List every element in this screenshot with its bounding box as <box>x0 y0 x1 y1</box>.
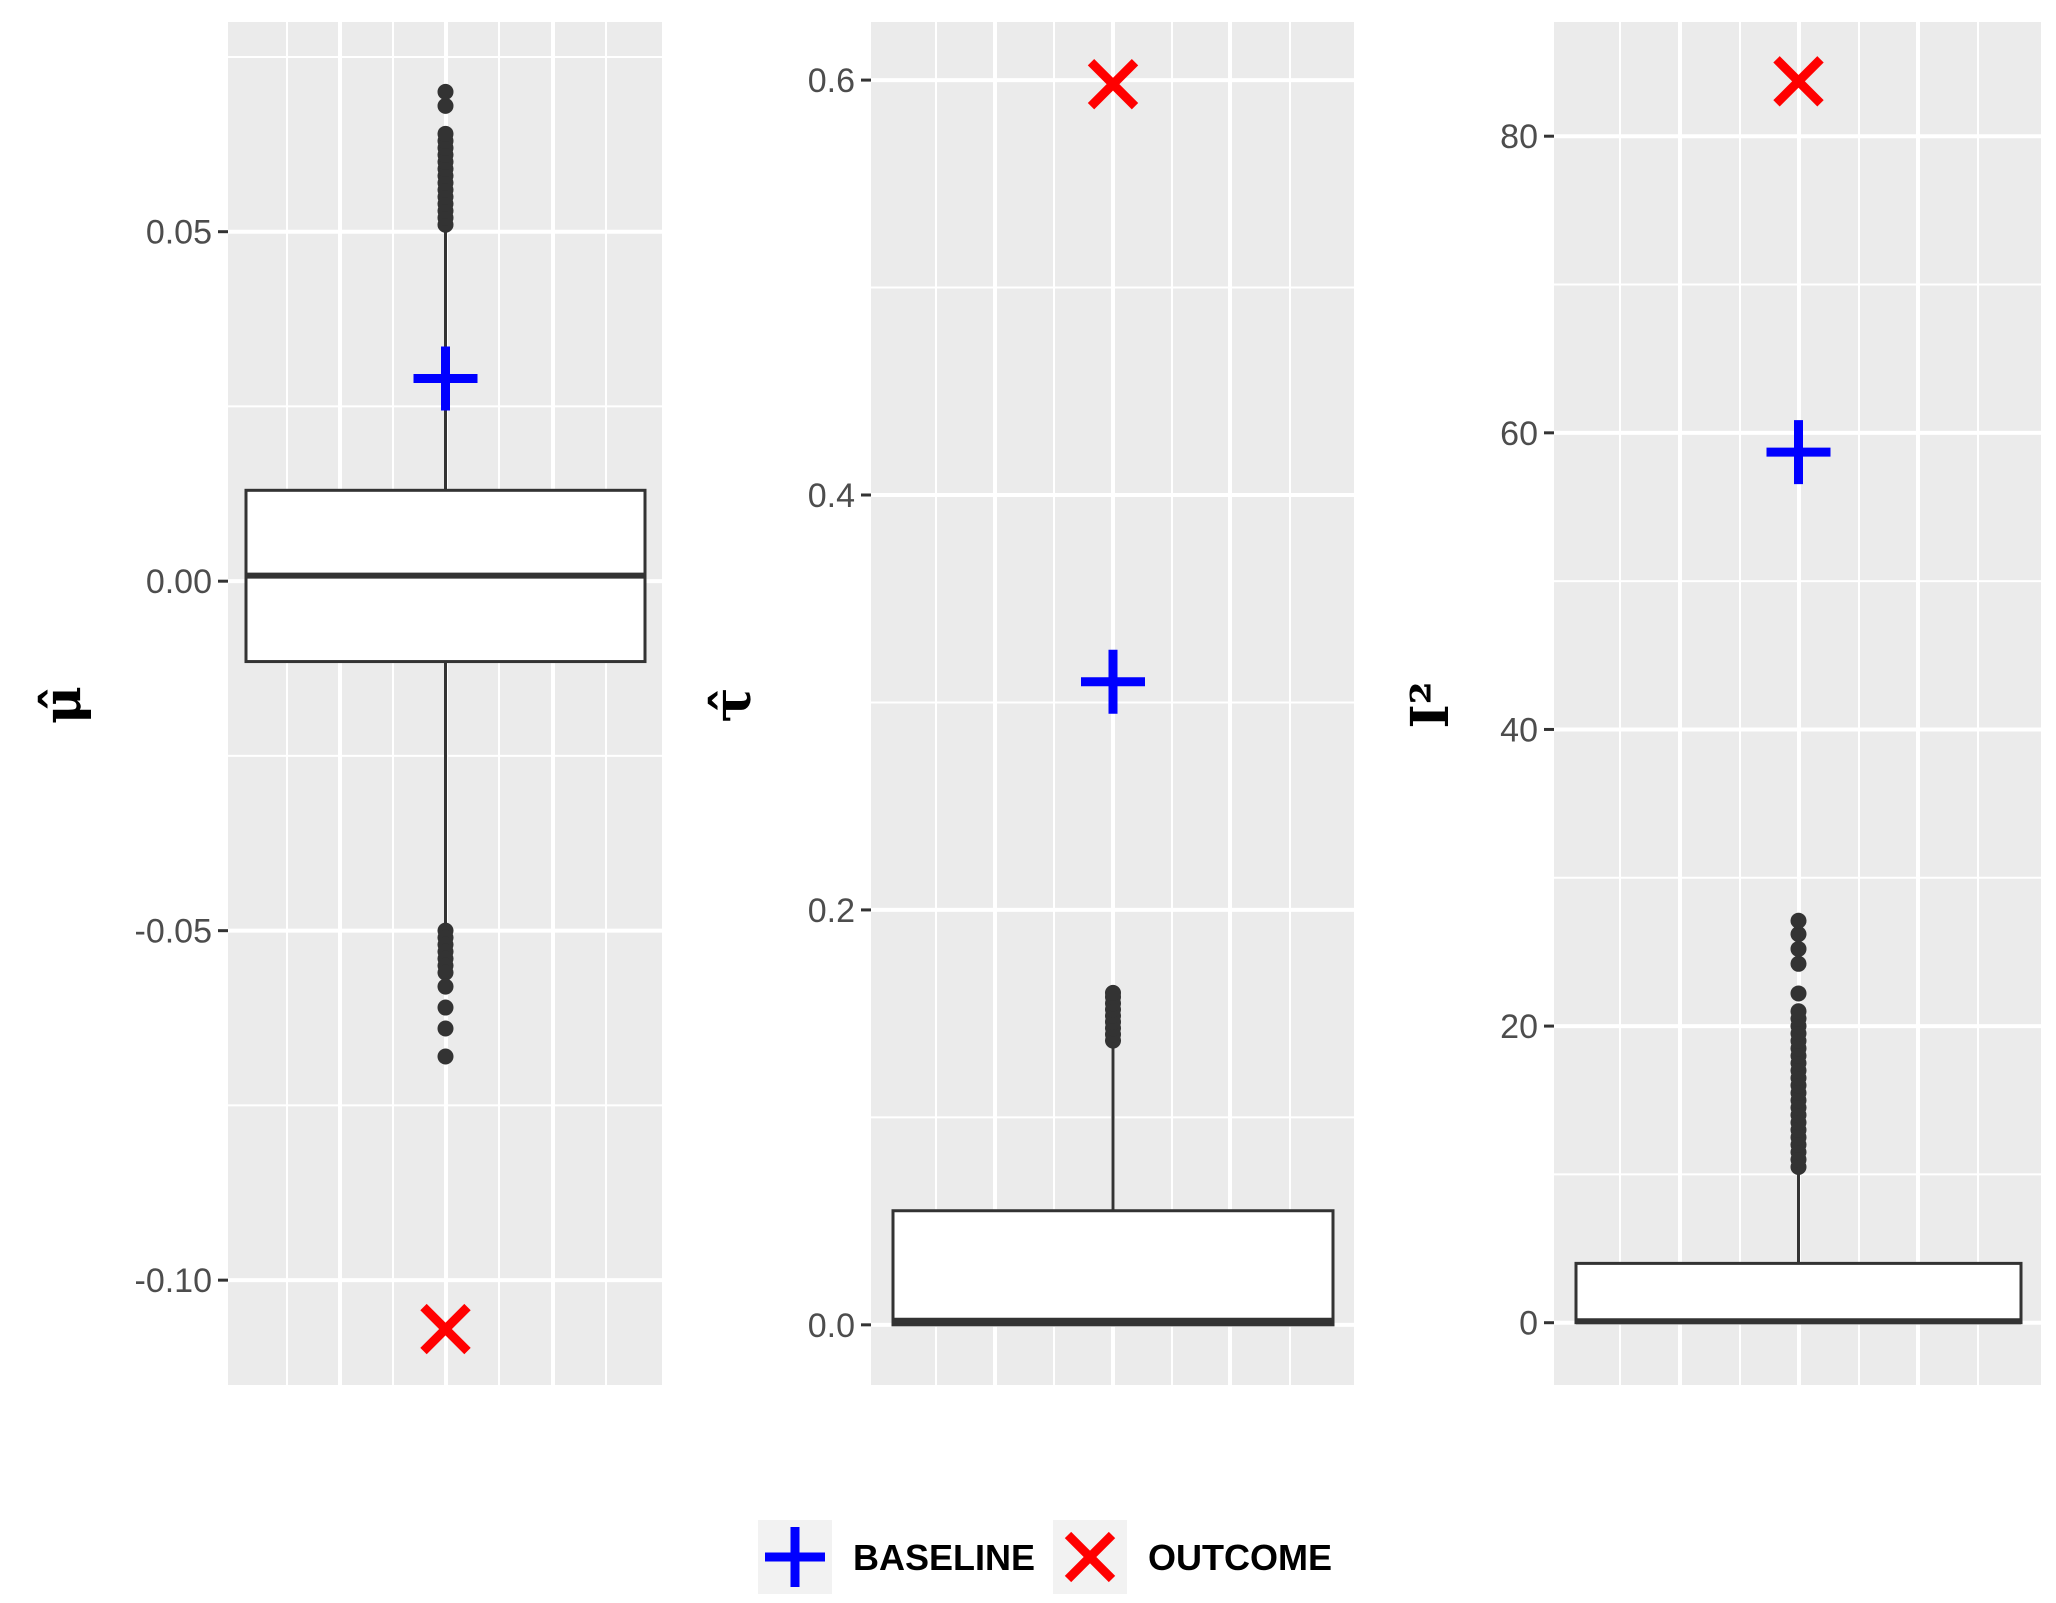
boxplot <box>1574 1174 2023 1325</box>
y-tick-label: 20 <box>1500 1008 1538 1046</box>
baseline-plus-marker <box>1081 649 1145 714</box>
outliers <box>1105 984 1121 1049</box>
y-tick-label: 80 <box>1500 118 1538 156</box>
y-axis-label: μ̂ <box>32 686 93 724</box>
outlier-point <box>437 964 454 981</box>
y-axis-label: τ̂ <box>702 688 763 723</box>
markers <box>1081 59 1145 714</box>
y-tick-label: 60 <box>1500 415 1538 453</box>
outlier-point <box>437 125 454 142</box>
y-tick-label: 0.0 <box>808 1307 855 1345</box>
outlier-point <box>1790 926 1807 943</box>
boxplot <box>244 231 647 924</box>
y-axis-label: I² <box>1400 681 1461 728</box>
baseline-plus-marker <box>1766 420 1831 485</box>
box <box>1574 1261 2023 1325</box>
outlier-point <box>1790 912 1807 929</box>
y-tick-label: 0.00 <box>146 563 212 601</box>
markers <box>1766 56 1831 485</box>
outlier-point <box>1790 955 1807 972</box>
y-tick-label: 0.05 <box>146 214 212 252</box>
panel-i2: 0 20 40 60 80 I² <box>1400 22 2041 1385</box>
outcome-cross-marker <box>1773 56 1824 107</box>
outlier-point <box>437 1048 454 1065</box>
y-ticks: -0.10 -0.05 0.00 0.05 <box>135 214 228 1300</box>
outlier-point <box>1790 1003 1807 1020</box>
outlier-point <box>437 83 454 100</box>
outlier-point <box>437 999 454 1016</box>
boxplot <box>891 1046 1335 1327</box>
outlier-point <box>437 1020 454 1037</box>
y-tick-label: -0.05 <box>135 913 213 951</box>
legend-label-outcome: OUTCOME <box>1148 1537 1332 1578</box>
y-tick-label: 0.2 <box>808 892 855 930</box>
box <box>891 1209 1335 1327</box>
outlier-point <box>1790 940 1807 957</box>
y-tick-label: 0.4 <box>808 477 855 515</box>
markers <box>413 346 478 1355</box>
outlier-point <box>437 978 454 995</box>
minor-grid <box>1554 22 2041 1385</box>
legend-plus-icon <box>765 1527 825 1587</box>
y-tick-label: 0.6 <box>808 62 855 100</box>
y-ticks: 0.0 0.2 0.4 0.6 <box>808 62 871 1345</box>
outliers <box>1790 912 1807 1175</box>
panel-mu: -0.10 -0.05 0.00 0.05 μ̂ <box>32 22 662 1385</box>
outcome-cross-marker <box>1087 59 1139 110</box>
outlier-point <box>1105 984 1121 1001</box>
legend-cross-icon <box>1064 1531 1116 1583</box>
outlier-point <box>1790 985 1807 1002</box>
outliers <box>437 83 454 1065</box>
baseline-plus-marker <box>413 346 478 411</box>
y-ticks: 0 20 40 60 80 <box>1500 118 1554 1343</box>
legend: BASELINE OUTCOME <box>758 1520 1332 1594</box>
legend-label-baseline: BASELINE <box>853 1537 1035 1578</box>
y-tick-label: -0.10 <box>135 1262 213 1300</box>
outcome-cross-marker <box>420 1303 471 1355</box>
y-tick-label: 0 <box>1519 1305 1538 1343</box>
outlier-point <box>437 97 454 114</box>
y-tick-label: 40 <box>1500 711 1538 749</box>
panel-tau: 0.0 0.2 0.4 0.6 τ̂ <box>702 22 1354 1385</box>
